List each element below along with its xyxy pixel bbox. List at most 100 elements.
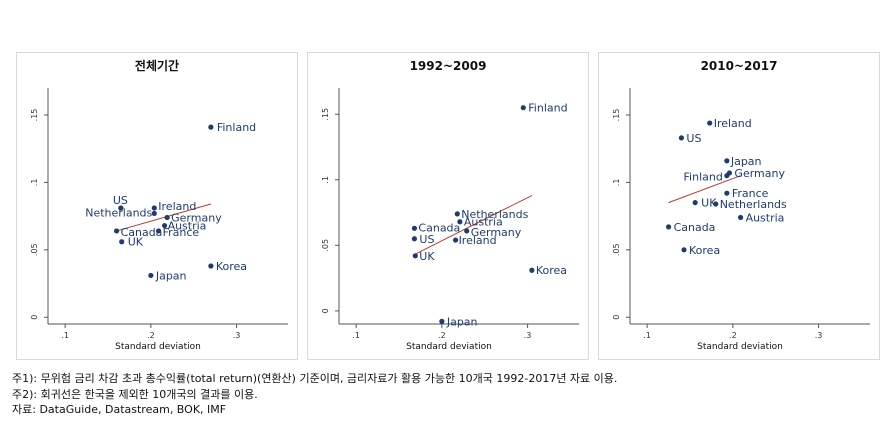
point-uk: [119, 239, 125, 245]
point-label-uk: UK: [419, 250, 435, 263]
x-axis-label: Standard deviation: [115, 342, 201, 352]
point-label-ireland: Ireland: [714, 117, 752, 130]
point-germany: [164, 214, 170, 221]
chart-2010-2017: 2010~2017 0 .05 .1 .15 .1 .2 .3 Standard deviati…: [598, 52, 880, 360]
x-tick-label: .2: [147, 331, 155, 340]
y-tick-label: .1: [612, 179, 621, 187]
point-finland: [208, 124, 214, 130]
point-ireland: [151, 205, 157, 211]
point-uk: [412, 253, 418, 259]
y-tick-label: .05: [321, 239, 330, 252]
x-tick-label: .1: [643, 331, 651, 340]
point-label-france: France: [163, 226, 200, 239]
y-tick-label: .05: [612, 243, 621, 256]
point-korea: [681, 247, 687, 253]
point-label-us: US: [419, 233, 434, 246]
y-tick-label: 0: [612, 315, 621, 320]
y-tick-label: .15: [30, 109, 39, 122]
point-label-ireland: Ireland: [158, 200, 196, 213]
y-tick-label: 0: [321, 308, 330, 313]
x-tick-label: .1: [352, 331, 360, 340]
point-uk: [692, 200, 698, 206]
regression-line: [116, 203, 211, 232]
point-label-germany: Germany: [471, 226, 522, 239]
point-label-us: US: [686, 132, 701, 145]
chart-panel-1992-2009: 1992~2009 0 .05 .1 .15 .1 .2 .3 Standard deviati…: [307, 52, 589, 360]
source-note: 자료: DataGuide, Datastream, BOK, IMF: [12, 403, 227, 416]
point-france: [155, 228, 162, 234]
chart-full-period: 전체기간 0 .05 .1 .15 .1 .2 .3 Standard deviation Fin…: [16, 52, 298, 360]
chart-title: 1992~2009: [410, 59, 487, 73]
point-austria: [737, 214, 744, 221]
point-label-finland: Finland: [528, 102, 567, 115]
x-tick-label: .1: [61, 331, 69, 340]
panel-frame: [16, 52, 298, 360]
chart-panel-full-period: 전체기간 0 .05 .1 .15 .1 .2 .3 Standard deviation Fin…: [16, 52, 298, 360]
point-us: [678, 135, 685, 141]
x-tick-label: .3: [815, 331, 823, 340]
point-canada: [411, 225, 418, 231]
point-label-france: France: [732, 187, 769, 200]
point-label-ireland: Ireland: [459, 234, 497, 247]
x-tick-label: .2: [438, 331, 446, 340]
point-austria: [457, 219, 463, 225]
point-label-korea: Korea: [216, 260, 247, 273]
point-label-japan: Japan: [155, 269, 187, 282]
point-label-germany: Germany: [734, 167, 785, 180]
point-france: [724, 190, 730, 196]
point-label-us: US: [113, 194, 128, 207]
point-label-japan: Japan: [730, 155, 762, 168]
chart-title: 전체기간: [135, 58, 179, 73]
point-finland: [724, 173, 730, 179]
point-label-canada: Canada: [418, 221, 460, 234]
chart-1992-2009: 1992~2009 0 .05 .1 .15 .1 .2 .3 Standard deviati…: [307, 52, 589, 360]
y-tick-label: .05: [30, 243, 39, 256]
point-japan: [148, 272, 154, 279]
y-tick-label: 0: [30, 315, 39, 320]
point-korea: [529, 267, 535, 273]
point-japan: [724, 158, 730, 164]
point-label-japan: Japan: [446, 315, 478, 328]
point-germany: [464, 228, 470, 234]
point-us: [411, 236, 418, 242]
point-label-finland: Finland: [684, 171, 723, 184]
point-label-netherlands: Netherlands: [85, 206, 152, 219]
point-netherlands: [151, 210, 157, 217]
point-netherlands: [454, 211, 460, 217]
point-label-canada: Canada: [121, 226, 163, 239]
regression-line: [668, 175, 741, 204]
y-tick-label: .1: [30, 179, 39, 187]
point-label-austria: Austria: [168, 220, 207, 233]
point-label-austria: Austria: [746, 211, 785, 224]
panel-frame: [598, 52, 880, 360]
x-axis-label: Standard deviation: [697, 342, 783, 352]
point-canada: [665, 224, 672, 230]
y-tick-label: .15: [321, 108, 330, 121]
point-label-canada: Canada: [674, 221, 716, 234]
x-tick-label: .2: [729, 331, 737, 340]
point-label-finland: Finland: [217, 121, 256, 134]
point-label-austria: Austria: [464, 216, 503, 229]
point-korea: [208, 263, 214, 269]
point-label-korea: Korea: [689, 244, 720, 257]
point-label-germany: Germany: [171, 211, 222, 224]
point-us: [118, 205, 124, 211]
footnote-2: 주2): 회귀선은 한국을 제외한 10개국의 결과를 이용.: [12, 387, 258, 401]
y-tick-label: .15: [612, 109, 621, 122]
point-ireland: [452, 237, 459, 243]
chart-panel-2010-2017: 2010~2017 0 .05 .1 .15 .1 .2 .3 Standard deviati…: [598, 52, 880, 360]
point-netherlands: [713, 201, 719, 207]
point-canada: [113, 228, 120, 234]
point-label-uk: UK: [701, 197, 717, 210]
footnote-1: 주1): 무위험 금리 차감 초과 총수익률(total return)(연환산…: [12, 372, 618, 385]
point-finland: [520, 105, 526, 111]
point-label-netherlands: Netherlands: [720, 198, 787, 211]
point-label-korea: Korea: [536, 264, 567, 277]
point-label-netherlands: Netherlands: [461, 208, 528, 221]
point-japan: [439, 318, 445, 324]
y-tick-label: .1: [321, 176, 330, 184]
x-tick-label: .3: [233, 331, 241, 340]
regression-line: [414, 195, 533, 255]
point-ireland: [707, 120, 713, 126]
panel-frame: [307, 52, 589, 360]
